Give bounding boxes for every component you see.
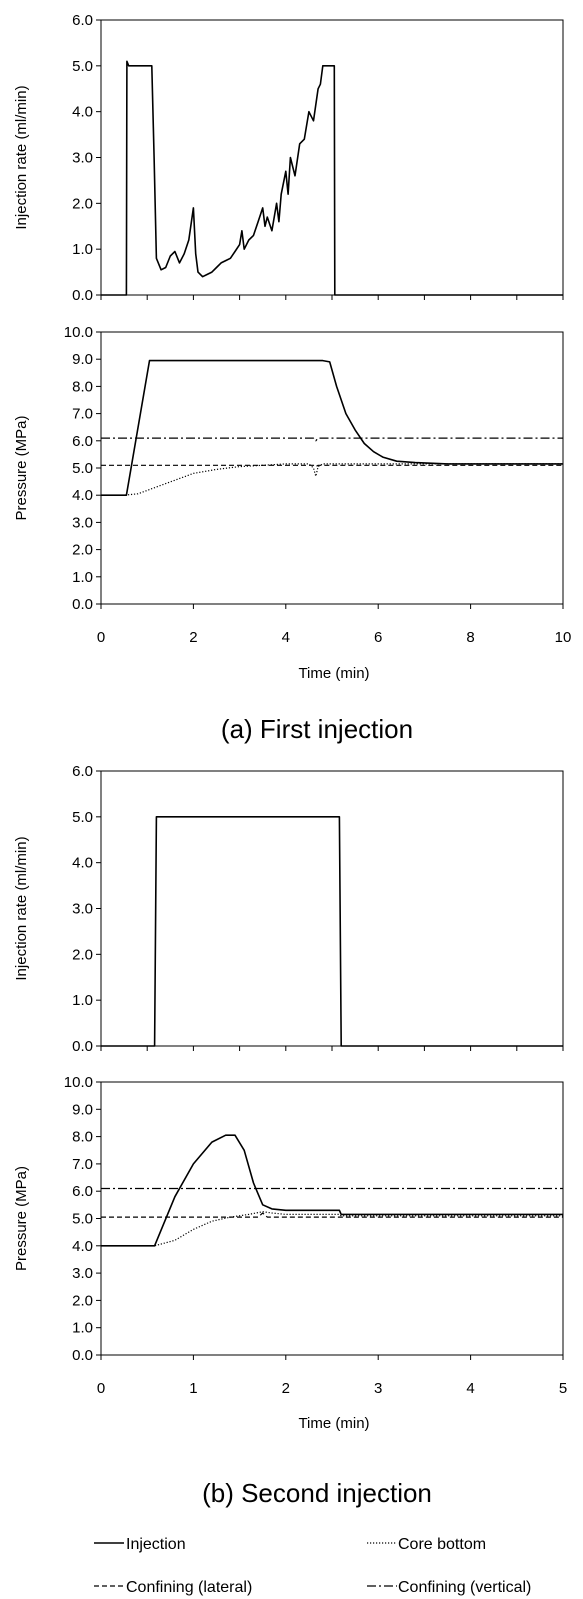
legend-label-confining-vertical: Confining (vertical) xyxy=(398,1579,531,1596)
x-tick-label: 2 xyxy=(282,1380,290,1397)
series-line-confining-lateral xyxy=(101,464,563,468)
series-line-injection xyxy=(101,1134,563,1247)
x-tick-label: 8 xyxy=(466,629,474,646)
legend-label-injection: Injection xyxy=(126,1536,186,1553)
y-tick-label: 3.0 xyxy=(72,901,93,918)
y-tick-label: 9.0 xyxy=(72,1101,93,1118)
y-tick-label: 0.0 xyxy=(72,596,93,613)
plot-frame xyxy=(100,1081,564,1356)
y-tick-label: 3.0 xyxy=(72,1265,93,1282)
y-tick-label: 4.0 xyxy=(72,1238,93,1255)
y-tick-label: 2.0 xyxy=(72,946,93,963)
y-tick-label: 10.0 xyxy=(64,1074,93,1091)
y-tick-label: 5.0 xyxy=(72,1211,93,1228)
y-tick-label: 0.0 xyxy=(72,1347,93,1364)
x-tick-label: 6 xyxy=(374,629,382,646)
y-tick-label: 7.0 xyxy=(72,406,93,423)
series-line-core-bottom xyxy=(101,463,563,496)
y-tick-label: 2.0 xyxy=(72,195,93,212)
y-tick-label: 2.0 xyxy=(72,1292,93,1309)
x-tick-label: 0 xyxy=(97,629,105,646)
y-tick-label: 5.0 xyxy=(72,809,93,826)
y-axis-title: Injection rate (ml/min) xyxy=(13,85,30,229)
chart-a-injection-rate: 0.0 1.0 2.0 3.0 4.0 5.0 6.0 Injection rate (ml/… xyxy=(13,12,564,304)
y-tick-label: 8.0 xyxy=(72,1129,93,1146)
y-tick-label: 1.0 xyxy=(72,241,93,258)
y-tick-label: 3.0 xyxy=(72,514,93,531)
series-line-confining-vertical xyxy=(101,437,563,442)
series-line-confining-lateral xyxy=(101,1212,563,1218)
y-tick-label: 7.0 xyxy=(72,1156,93,1173)
y-axis-title: Pressure (MPa) xyxy=(13,415,30,520)
y-tick-label: 6.0 xyxy=(72,763,93,780)
x-axis-title: Time (min) xyxy=(298,1415,369,1432)
y-tick-label: 8.0 xyxy=(72,378,93,395)
legend: Injection Core bottom Confining (lateral… xyxy=(94,1536,531,1596)
y-axis-title: Injection rate (ml/min) xyxy=(13,836,30,980)
series-line-injection xyxy=(101,359,563,497)
y-tick-label: 5.0 xyxy=(72,460,93,477)
y-tick-label: 5.0 xyxy=(72,58,93,75)
y-tick-label: 6.0 xyxy=(72,433,93,450)
x-tick-label: 3 xyxy=(374,1380,382,1397)
chart-b-pressure: 0.0 1.0 2.0 3.0 4.0 5.0 6.0 7.0 8.0 9.0 10.0 0 1 2 3 4 5… xyxy=(13,1074,567,1432)
y-tick-label: 0.0 xyxy=(72,1038,93,1055)
legend-label-core-bottom: Core bottom xyxy=(398,1536,486,1553)
series-line-injection xyxy=(101,815,563,1047)
plot-frame xyxy=(100,19,564,296)
legend-label-confining-lateral: Confining (lateral) xyxy=(126,1579,252,1596)
x-tick-label: 1 xyxy=(189,1380,197,1397)
x-tick-label: 10 xyxy=(555,629,572,646)
y-tick-label: 4.0 xyxy=(72,855,93,872)
plot-frame xyxy=(100,770,564,1047)
x-axis-title: Time (min) xyxy=(298,665,369,682)
y-axis-title: Pressure (MPa) xyxy=(13,1166,30,1271)
y-tick-label: 0.0 xyxy=(72,287,93,304)
y-tick-label: 6.0 xyxy=(72,12,93,29)
x-tick-label: 4 xyxy=(466,1380,474,1397)
y-tick-label: 10.0 xyxy=(64,324,93,341)
caption-b: (b) Second injection xyxy=(202,1478,432,1508)
x-tick-label: 5 xyxy=(559,1380,567,1397)
caption-a: (a) First injection xyxy=(221,714,413,744)
y-tick-label: 9.0 xyxy=(72,351,93,368)
y-tick-label: 4.0 xyxy=(72,487,93,504)
y-tick-label: 1.0 xyxy=(72,1320,93,1337)
y-tick-label: 2.0 xyxy=(72,542,93,559)
chart-b-injection-rate: 0.0 1.0 2.0 3.0 4.0 5.0 6.0 Injection rate (ml/… xyxy=(13,763,564,1055)
chart-a-pressure: 0.0 1.0 2.0 3.0 4.0 5.0 6.0 7.0 8.0 9.0 10.0 0 2 4 6 8 1… xyxy=(13,324,571,682)
series-line-core-bottom xyxy=(101,1211,563,1247)
x-tick-label: 2 xyxy=(189,629,197,646)
x-tick-label: 0 xyxy=(97,1380,105,1397)
y-tick-label: 1.0 xyxy=(72,992,93,1009)
y-tick-label: 1.0 xyxy=(72,569,93,586)
y-tick-label: 6.0 xyxy=(72,1183,93,1200)
y-tick-label: 4.0 xyxy=(72,104,93,121)
series-line-injection xyxy=(101,60,563,296)
x-tick-label: 4 xyxy=(282,629,290,646)
y-tick-label: 3.0 xyxy=(72,150,93,167)
